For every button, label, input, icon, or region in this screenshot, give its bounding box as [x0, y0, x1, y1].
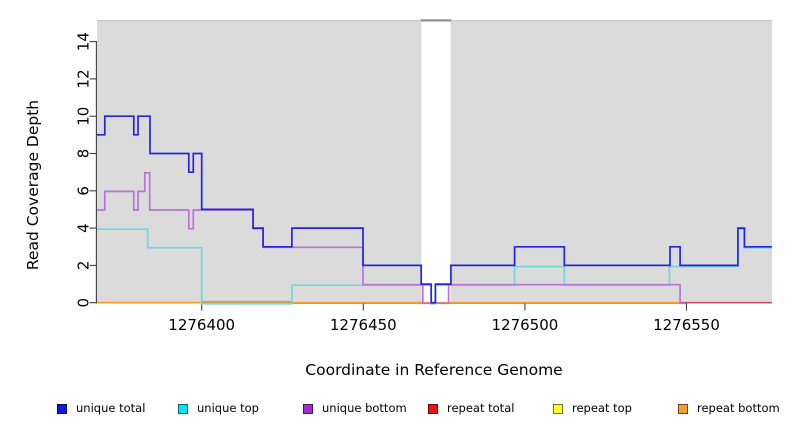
- y-tick-label-8: 8: [75, 149, 93, 159]
- tick-labels: 0 2 4 6 8 10 12 14 1276400 1276450 1276500 1276550: [75, 32, 720, 334]
- y-tick-label-12: 12: [75, 69, 93, 88]
- y-tick-label-2: 2: [75, 261, 93, 271]
- x-tick-label-1276450: 1276450: [330, 316, 397, 334]
- x-tick-label-1276550: 1276550: [653, 316, 720, 334]
- gap-top-mark: [420, 19, 452, 22]
- y-axis-title: Read Coverage Depth: [24, 99, 42, 271]
- y-tick-label-0: 0: [75, 298, 93, 308]
- y-tick-label-4: 4: [75, 223, 93, 233]
- x-axis-title: Coordinate in Reference Genome: [305, 361, 563, 379]
- series-lines: [97, 115, 772, 305]
- y-tick-label-10: 10: [75, 107, 93, 126]
- no-data-gap-band: [421, 21, 451, 303]
- x-tick-label-1276400: 1276400: [168, 316, 235, 334]
- y-tick-label-6: 6: [75, 186, 93, 196]
- y-tick-label-14: 14: [75, 32, 93, 51]
- series-line-unique-total: [97, 115, 772, 304]
- x-tick-label-1276500: 1276500: [491, 316, 558, 334]
